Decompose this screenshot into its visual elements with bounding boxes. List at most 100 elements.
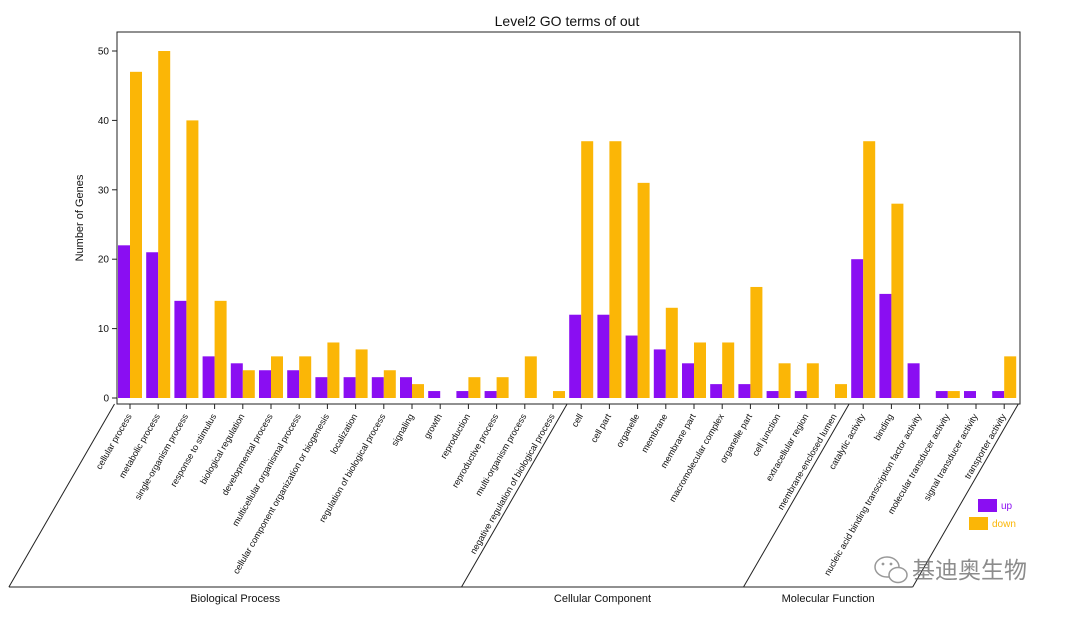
y-tick-label: 30	[98, 185, 110, 196]
bar-down	[412, 384, 424, 398]
bar-down	[214, 300, 227, 398]
y-axis-label: Number of Genes	[74, 174, 86, 261]
bar-down	[609, 141, 622, 398]
bars	[118, 51, 1017, 399]
bar-down	[271, 356, 283, 398]
group-separator	[461, 403, 568, 588]
x-category-label: cell part	[589, 412, 614, 445]
bar-up	[625, 335, 638, 398]
bar-down	[947, 391, 960, 398]
legend-swatch-down	[969, 517, 988, 530]
x-category-label: macromolecular complex	[667, 412, 726, 504]
x-category-label: localization	[328, 412, 359, 456]
group-label: Molecular Function	[782, 593, 875, 605]
bar-down	[186, 120, 199, 399]
bar-down	[1004, 356, 1017, 398]
bar-down	[778, 363, 791, 398]
group-separator	[912, 403, 1019, 588]
bar-up	[118, 245, 130, 398]
bar-down	[694, 342, 706, 398]
bar-up	[174, 300, 187, 398]
bar-up	[287, 370, 300, 398]
group-brackets: Biological Process Cellular Component Mole…	[8, 403, 1019, 605]
bar-down	[553, 391, 565, 398]
group-separator	[743, 403, 850, 588]
bar-down	[524, 356, 537, 398]
x-category-label: developmental process	[220, 412, 275, 498]
legend-label-down: down	[992, 519, 1016, 530]
bar-down	[242, 370, 255, 398]
bar-up	[879, 293, 892, 398]
x-category-label: signaling	[389, 412, 415, 448]
x-category-label: cell junction	[750, 412, 782, 458]
bar-down	[665, 307, 678, 398]
y-tick-label: 20	[98, 255, 110, 266]
bar-up	[935, 391, 948, 398]
group-label: Cellular Component	[554, 593, 651, 605]
bar-up	[371, 377, 384, 398]
bar-up	[907, 363, 920, 398]
watermark: 基迪奥生物	[874, 556, 1027, 584]
bar-down	[835, 384, 847, 398]
bar-down	[891, 203, 904, 398]
bar-up	[794, 391, 807, 398]
group-separator	[8, 403, 115, 588]
y-tick-label: 10	[98, 324, 110, 335]
x-category-label: membrane	[639, 412, 669, 454]
bar-up	[428, 391, 441, 398]
x-category-label: single-organism process	[133, 412, 191, 502]
bar-down	[158, 51, 171, 398]
legend: up down	[969, 499, 1016, 530]
bar-down	[383, 370, 396, 398]
bar-up	[315, 377, 328, 398]
y-tick-label: 0	[103, 394, 109, 405]
y-axis: 0 10 20 30 40 50	[98, 47, 117, 405]
bar-up	[456, 391, 469, 398]
bar-down	[299, 356, 312, 398]
bar-down	[468, 377, 481, 398]
bar-up	[653, 349, 666, 398]
bar-up	[682, 363, 694, 398]
bar-up	[400, 377, 412, 398]
x-category-label: signal transducer activity	[922, 412, 980, 503]
bar-down	[355, 349, 368, 398]
x-category-label: organelle	[614, 412, 641, 449]
plot-frame	[116, 31, 1021, 405]
legend-label-up: up	[1001, 501, 1013, 512]
bar-down	[750, 286, 763, 398]
watermark-text: 基迪奥生物	[912, 558, 1027, 584]
x-category-label: cell	[570, 412, 585, 429]
bar-up	[146, 252, 159, 398]
bar-up	[202, 356, 215, 398]
bar-up	[851, 259, 864, 398]
bar-up	[710, 384, 723, 398]
bar-down	[722, 342, 735, 398]
bar-up	[597, 314, 610, 398]
bar-down	[130, 71, 142, 398]
bar-down	[863, 141, 876, 398]
y-tick-label: 40	[98, 116, 110, 127]
bar-up	[738, 384, 751, 398]
bar-up	[992, 391, 1005, 398]
bar-down	[806, 363, 819, 398]
x-category-label: binding	[872, 412, 895, 442]
x-category-label: growth	[422, 412, 444, 440]
chart-title: Level2 GO terms of out	[495, 13, 640, 29]
bar-up	[569, 314, 582, 398]
bar-up	[343, 377, 356, 398]
legend-swatch-up	[978, 499, 997, 512]
bar-down	[327, 342, 340, 398]
bar-up	[230, 363, 243, 398]
wechat-icon	[874, 556, 908, 584]
bar-up	[259, 370, 271, 398]
bar-up	[484, 391, 497, 398]
group-label: Biological Process	[190, 593, 280, 605]
y-tick-label: 50	[98, 47, 110, 58]
bar-up	[766, 391, 779, 398]
bar-down	[581, 141, 594, 398]
bar-up	[964, 391, 976, 398]
bar-down	[496, 377, 509, 398]
bar-down	[637, 182, 650, 398]
